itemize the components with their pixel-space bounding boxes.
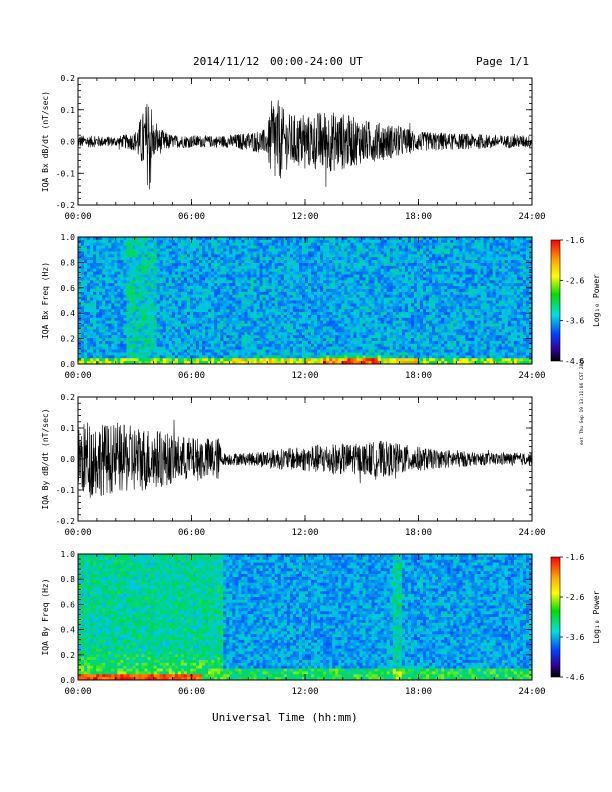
colorbar-label: Log₁₀ Power: [592, 274, 601, 327]
colorbar-tick-label: -2.6: [565, 593, 584, 602]
bx-dbdt-xtick-label: 24:00: [518, 212, 545, 222]
header-page: Page 1/1: [476, 55, 529, 68]
header-date: 2014/11/12: [193, 55, 259, 68]
by-spectrogram-panel: 00:00 06:00 12:00 18:00 24:00 1.0 0.8 0.6 0.4 0.2…: [41, 550, 546, 697]
bx-dbdt-xtick-label: 06:00: [178, 212, 205, 222]
header-time-range: 00:00-24:00 UT: [270, 55, 363, 68]
by-dbdt-ytick-label: 0.2: [61, 393, 76, 402]
by-dbdt-panel: 00:00 06:00 12:00 18:00 24:00 0.2 0.1 0.0 -0.1 -0…: [41, 393, 546, 538]
bx-dbdt-ytick-label: 0.2: [61, 74, 76, 83]
bx-spectrogram-cells: [78, 237, 533, 365]
colorbar-tick-label: -2.6: [565, 276, 584, 285]
bx-spectrogram-panel: 00:00 06:00 12:00 18:00 24:00 1.0 0.8 0.6 0.4 0.2…: [41, 233, 546, 381]
bx-dbdt-xtick-label: 18:00: [405, 212, 432, 222]
bx-dbdt-ylabel: IQA Bx dB/dt (nT/sec): [41, 91, 50, 192]
bx-dbdt-trace: [77, 100, 533, 190]
by-dbdt-ytick-label: 0.0: [61, 455, 76, 464]
bx-spectrogram-ytick-label: 0.0: [61, 360, 76, 369]
colorbar-tick-label: -3.6: [565, 317, 584, 326]
colorbar-tick-label: -3.6: [565, 633, 584, 642]
bx-dbdt-ytick-label: 0.0: [61, 138, 76, 147]
colorbar-tick-label: -1.6: [565, 553, 584, 562]
bx-spectrogram-xtick-label: 18:00: [405, 371, 432, 381]
bx-dbdt-xtick-label: 00:00: [64, 212, 91, 222]
by-spectrogram-ytick-label: 0.8: [61, 575, 76, 584]
by-dbdt-ytick-label: -0.2: [56, 517, 75, 526]
by-dbdt-ylabel: IQA By dB/dt (nT/sec): [41, 408, 50, 509]
bx-dbdt-ytick-label: 0.1: [61, 106, 76, 115]
side-note: ext Thu Sep 19 13:11:06 CST 2019: [579, 358, 585, 445]
by-spectrogram-ytick-label: 0.0: [61, 676, 76, 685]
by-dbdt-ytick-label: -0.1: [56, 486, 75, 495]
by-spectrogram-ylabel: IQA By Freq (Hz): [41, 578, 50, 655]
bx-spectrogram-xtick-label: 24:00: [518, 371, 545, 381]
by-spectrogram-xtick-label: 24:00: [518, 687, 545, 697]
by-colorbar: -1.6 -2.6 -3.6 -4.6 Log₁₀ Power: [550, 553, 601, 682]
bx-spectrogram-ytick-label: 0.8: [61, 258, 76, 267]
bx-dbdt-ytick-label: -0.2: [56, 201, 75, 210]
by-spectrogram-ytick-label: 1.0: [61, 550, 76, 559]
by-spectrogram-ytick-label: 0.6: [61, 600, 76, 609]
by-dbdt-xtick-label: 18:00: [405, 528, 432, 538]
by-dbdt-xtick-label: 00:00: [64, 528, 91, 538]
by-dbdt-xtick-label: 12:00: [291, 528, 318, 538]
by-dbdt-ytick-label: 0.1: [61, 424, 76, 433]
bx-spectrogram-ytick-label: 0.6: [61, 284, 76, 293]
colorbar-bar: [550, 556, 561, 678]
colorbar-tick-label: -4.6: [565, 357, 584, 366]
bx-spectrogram-ytick-label: 0.4: [61, 309, 76, 318]
bx-dbdt-panel: 00:00 06:00 12:00 18:00 24:00 0.2 0.1 0.0 -0.1 -0…: [41, 74, 546, 222]
colorbar-bar: [550, 239, 561, 362]
bx-spectrogram-ytick-label: 0.2: [61, 335, 76, 344]
bx-spectrogram-ytick-label: 1.0: [61, 233, 76, 242]
colorbar-label: Log₁₀ Power: [592, 590, 601, 643]
by-dbdt-trace: [77, 419, 533, 498]
bottom-xlabel: Universal Time (hh:mm): [212, 711, 358, 724]
by-spectrogram-ytick-label: 0.4: [61, 626, 76, 635]
bx-spectrogram-xtick-label: 12:00: [291, 371, 318, 381]
by-dbdt-xtick-label: 06:00: [178, 528, 205, 538]
by-dbdt-xtick-label: 24:00: [518, 528, 545, 538]
by-spectrogram-xtick-label: 18:00: [405, 687, 432, 697]
bx-dbdt-xtick-label: 12:00: [291, 212, 318, 222]
bx-spectrogram-xtick-label: 06:00: [178, 371, 205, 381]
by-spectrogram-xtick-label: 12:00: [291, 687, 318, 697]
colorbar-tick-label: -1.6: [565, 236, 584, 245]
by-spectrogram-cells: [78, 554, 533, 681]
by-spectrogram-xtick-label: 00:00: [64, 687, 91, 697]
bx-spectrogram-xtick-label: 00:00: [64, 371, 91, 381]
bx-dbdt-ytick-label: -0.1: [56, 169, 75, 178]
bx-spectrogram-ylabel: IQA Bx Freq (Hz): [41, 262, 50, 339]
by-spectrogram-xtick-label: 06:00: [178, 687, 205, 697]
colorbar-tick-label: -4.6: [565, 673, 584, 682]
bx-colorbar: -1.6 -2.6 -3.6 -4.6 Log₁₀ Power: [550, 236, 601, 366]
by-spectrogram-ytick-label: 0.2: [61, 651, 76, 660]
